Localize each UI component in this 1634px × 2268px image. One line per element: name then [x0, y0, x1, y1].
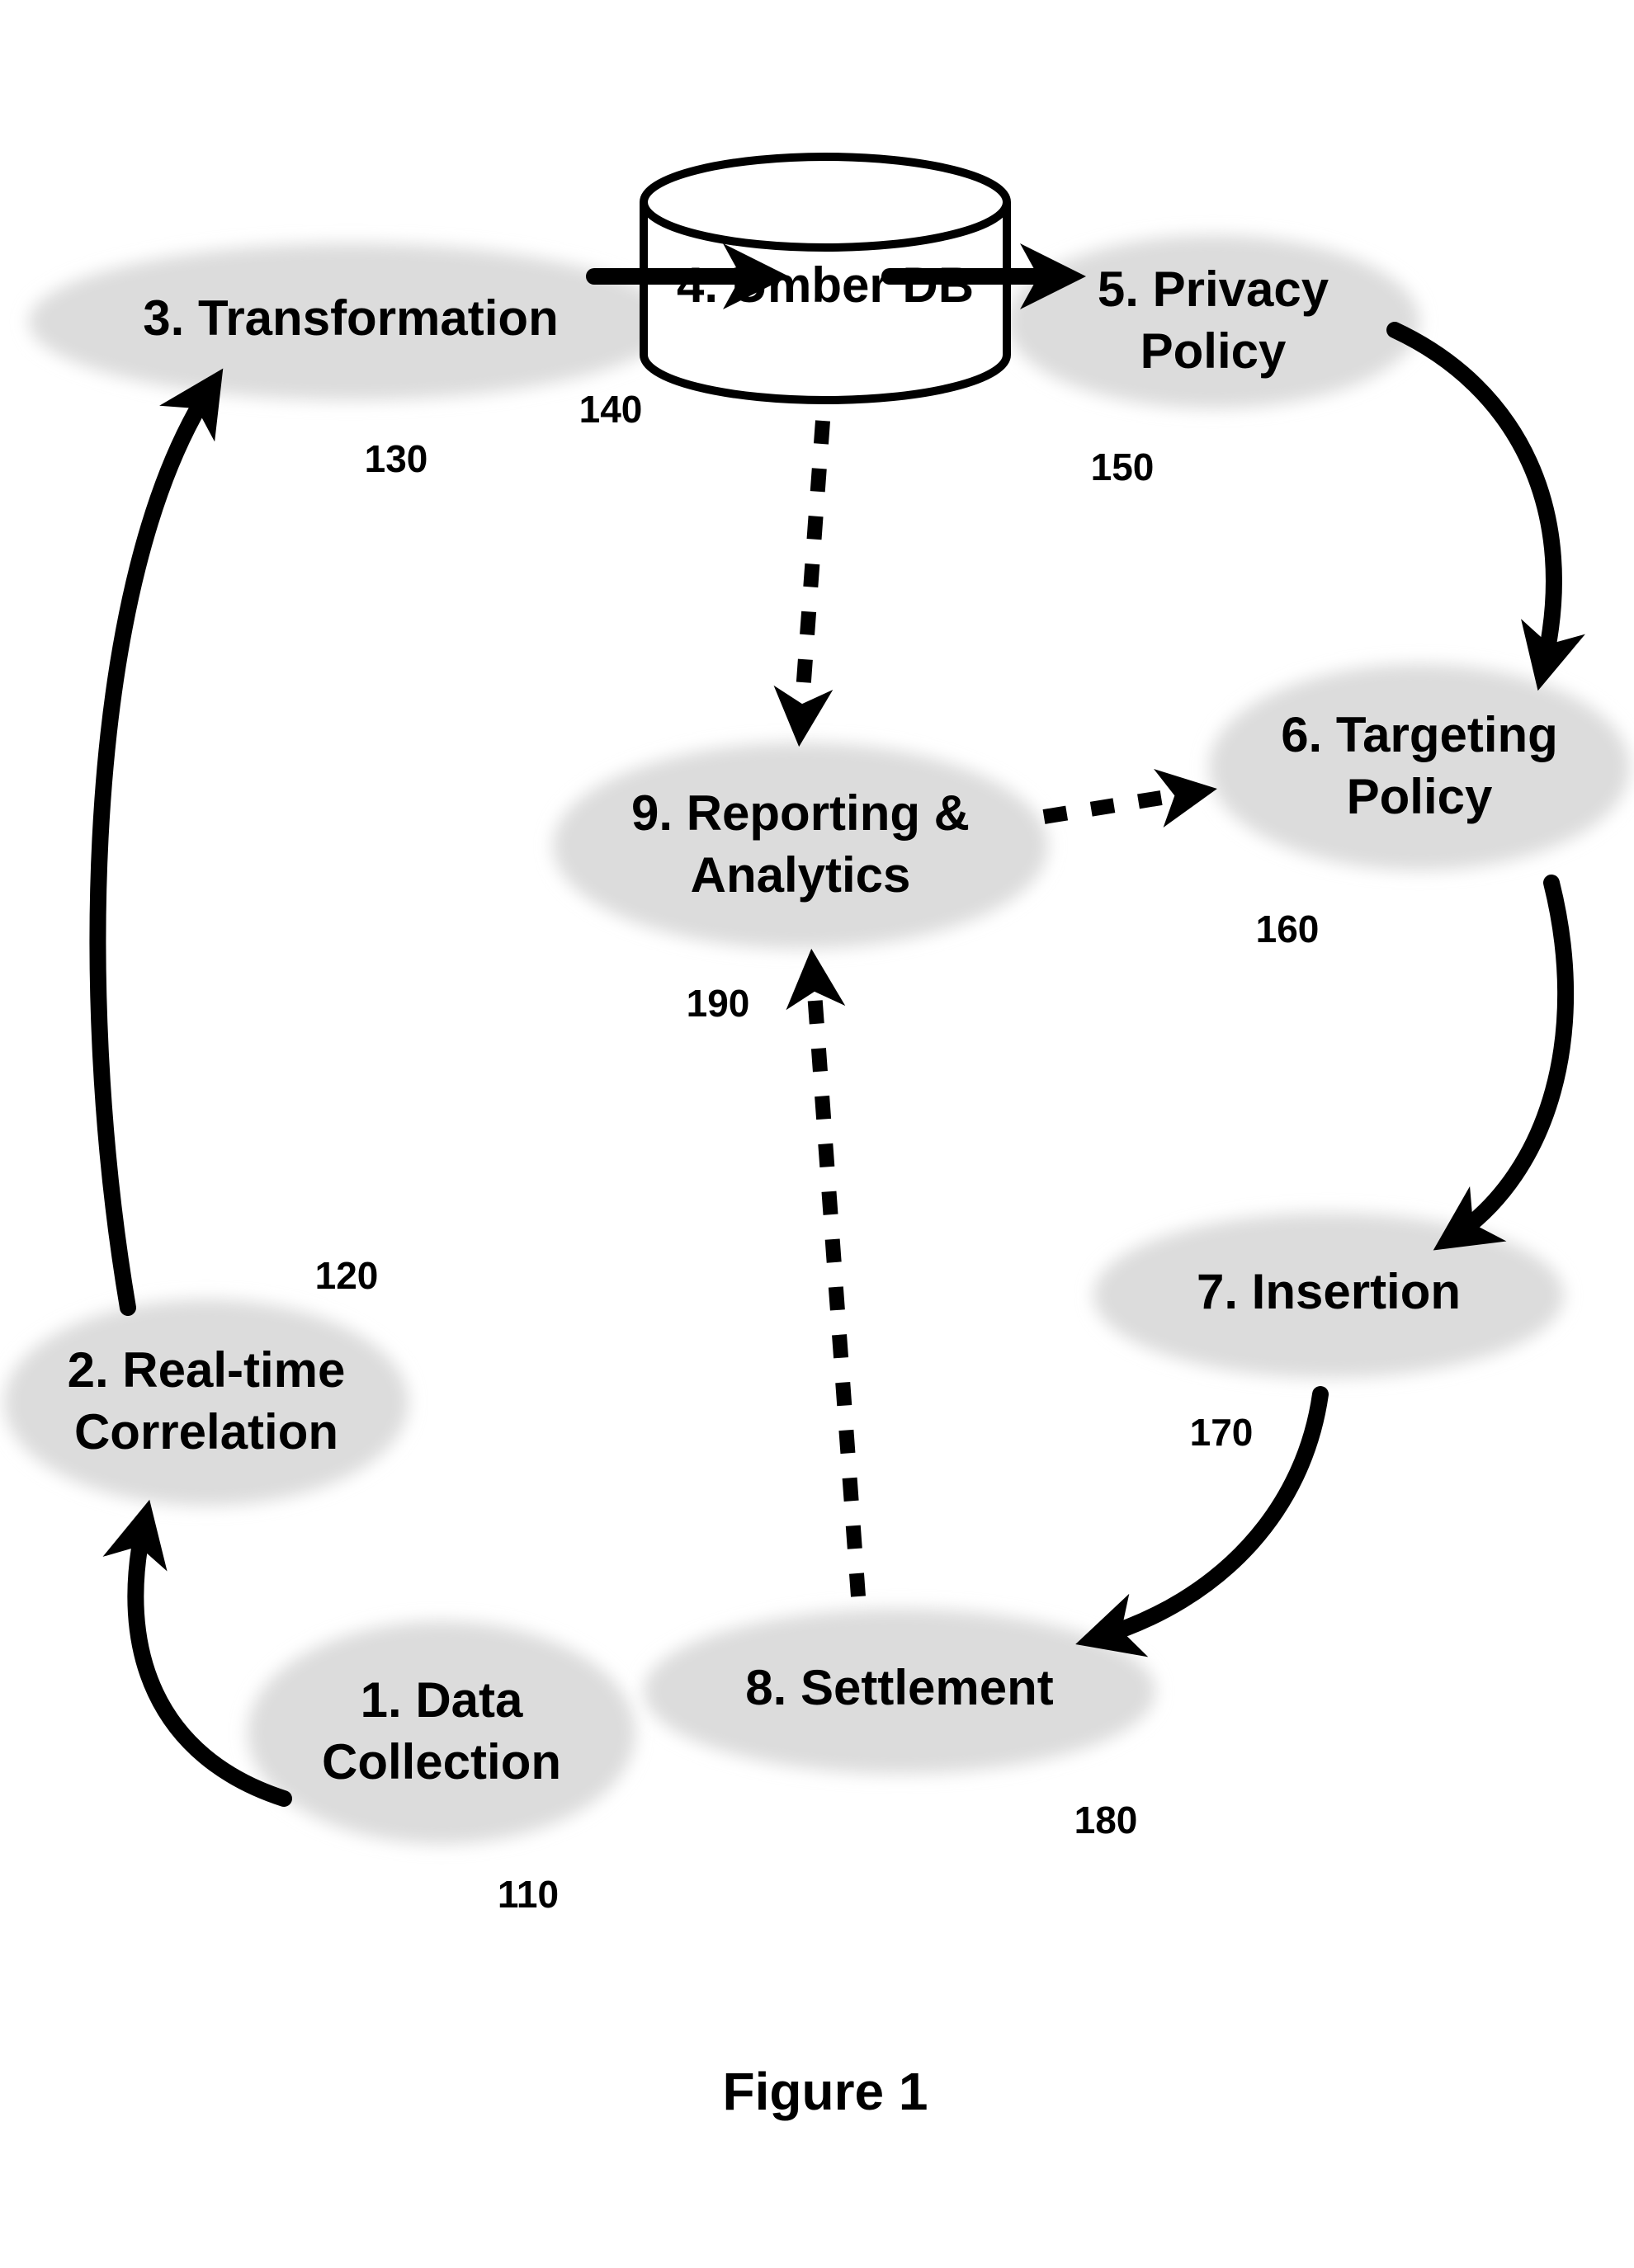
ref-n8: 180	[1074, 1799, 1138, 1841]
label-n2-line0: 2. Real-time	[68, 1342, 346, 1398]
label-n5-line1: Policy	[1140, 323, 1287, 379]
edge-dashed-n8-n9	[813, 969, 858, 1596]
ref-n2: 120	[315, 1254, 379, 1297]
label-n6-line1: Policy	[1347, 769, 1493, 824]
edge-solid-n2-n3	[97, 388, 210, 1308]
label-n9-line0: 9. Reporting &	[631, 785, 970, 841]
label-n1-line0: 1. Data	[361, 1672, 523, 1728]
node-n9	[553, 743, 1048, 949]
edge-solid-n6-n7	[1452, 883, 1566, 1238]
label-n1-line1: Collection	[322, 1734, 561, 1789]
ref-n9: 190	[687, 982, 750, 1025]
ref-n5: 150	[1091, 446, 1155, 488]
label-n2-line1: Correlation	[74, 1404, 338, 1459]
ref-n1: 110	[498, 1873, 559, 1916]
ref-n3: 130	[365, 437, 428, 480]
edge-dashed-n4-n9	[800, 421, 823, 726]
edge-dashed-n9-n6	[1044, 792, 1197, 817]
label-n8: 8. Settlement	[745, 1660, 1053, 1715]
node-n1	[248, 1621, 635, 1844]
node-n2	[4, 1299, 408, 1506]
node-n6	[1209, 664, 1630, 870]
label-n7: 7. Insertion	[1197, 1264, 1461, 1319]
label-n9-line1: Analytics	[691, 847, 911, 903]
figure-label: Figure 1	[723, 2062, 928, 2121]
ref-n4: 140	[579, 388, 643, 431]
edge-solid-n5-n6	[1395, 330, 1554, 668]
ref-n7: 170	[1190, 1411, 1254, 1454]
edges-layer	[97, 276, 1566, 1799]
label-n4: 4. Umber DB	[677, 257, 974, 313]
ref-n6: 160	[1256, 908, 1320, 950]
label-n5-line0: 5. Privacy	[1098, 262, 1329, 317]
label-n6-line0: 6. Targeting	[1281, 707, 1558, 762]
label-n3: 3. Transformation	[143, 290, 558, 346]
